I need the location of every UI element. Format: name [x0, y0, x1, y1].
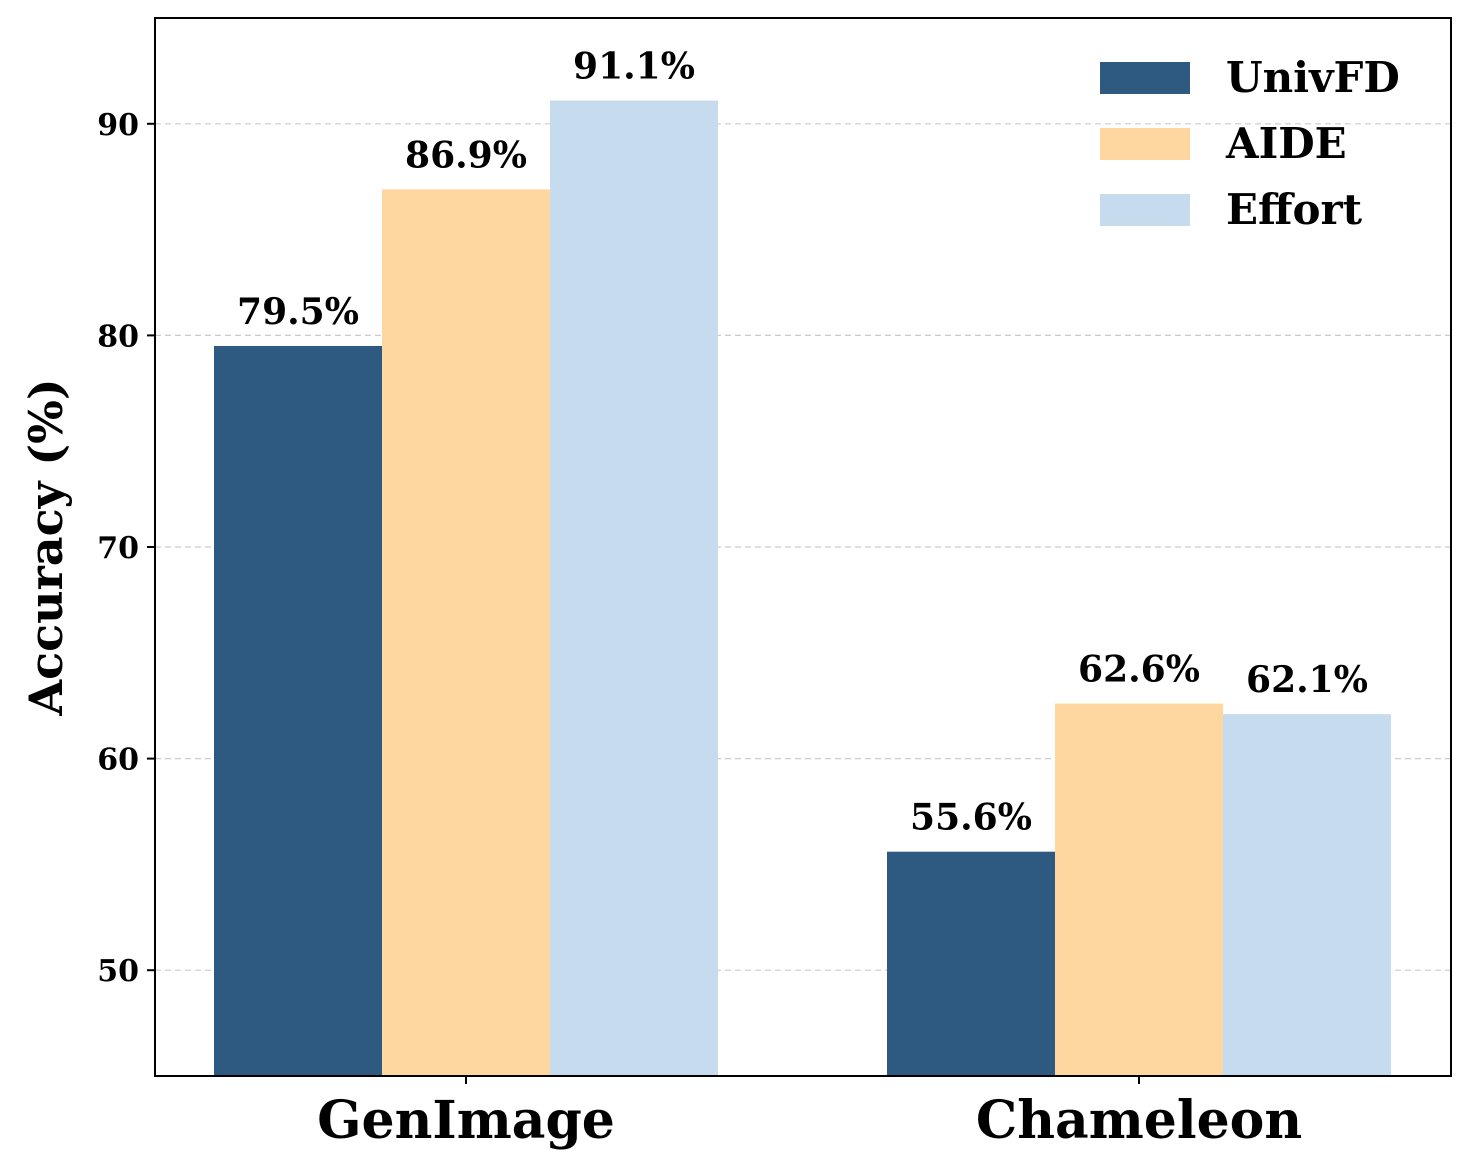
bar-aide-genimage — [382, 189, 550, 1076]
bar-aide-chameleon — [1055, 703, 1223, 1076]
y-tick-label: 50 — [97, 954, 139, 989]
bar-univfd-chameleon — [887, 851, 1055, 1076]
legend-swatch-aide — [1100, 128, 1190, 160]
y-axis: 50 60 70 80 90 — [97, 108, 155, 989]
y-tick-label: 60 — [97, 743, 139, 778]
legend-swatch-univfd — [1100, 62, 1190, 94]
y-tick-label: 80 — [97, 319, 139, 354]
data-label-univfd-chameleon: 55.6% — [910, 797, 1032, 839]
bar-univfd-genimage — [214, 345, 382, 1077]
y-tick-label: 70 — [97, 531, 139, 566]
x-tick-label-genimage: GenImage — [317, 1090, 615, 1151]
data-label-aide-genimage: 86.9% — [405, 134, 527, 176]
legend-label-univfd: UnivFD — [1226, 53, 1400, 102]
legend: UnivFD AIDE Effort — [1100, 53, 1400, 234]
x-tick-label-chameleon: Chameleon — [976, 1090, 1302, 1151]
data-label-univfd-genimage: 79.5% — [237, 291, 359, 333]
data-label-effort-chameleon: 62.1% — [1246, 659, 1368, 701]
bars — [214, 100, 1391, 1077]
x-axis: GenImage Chameleon — [317, 1076, 1302, 1151]
legend-label-aide: AIDE — [1225, 119, 1347, 168]
data-label-aide-chameleon: 62.6% — [1078, 649, 1200, 691]
legend-label-effort: Effort — [1226, 185, 1363, 234]
y-tick-label: 90 — [97, 108, 139, 143]
legend-swatch-effort — [1100, 194, 1190, 226]
y-axis-title: Accuracy (%) — [19, 378, 73, 716]
bar-effort-chameleon — [1223, 714, 1391, 1076]
data-labels: 79.5% 55.6% 86.9% 62.6% 91.1% 62.1% — [237, 46, 1368, 839]
bar-effort-genimage — [550, 100, 718, 1077]
data-label-effort-genimage: 91.1% — [573, 46, 695, 88]
